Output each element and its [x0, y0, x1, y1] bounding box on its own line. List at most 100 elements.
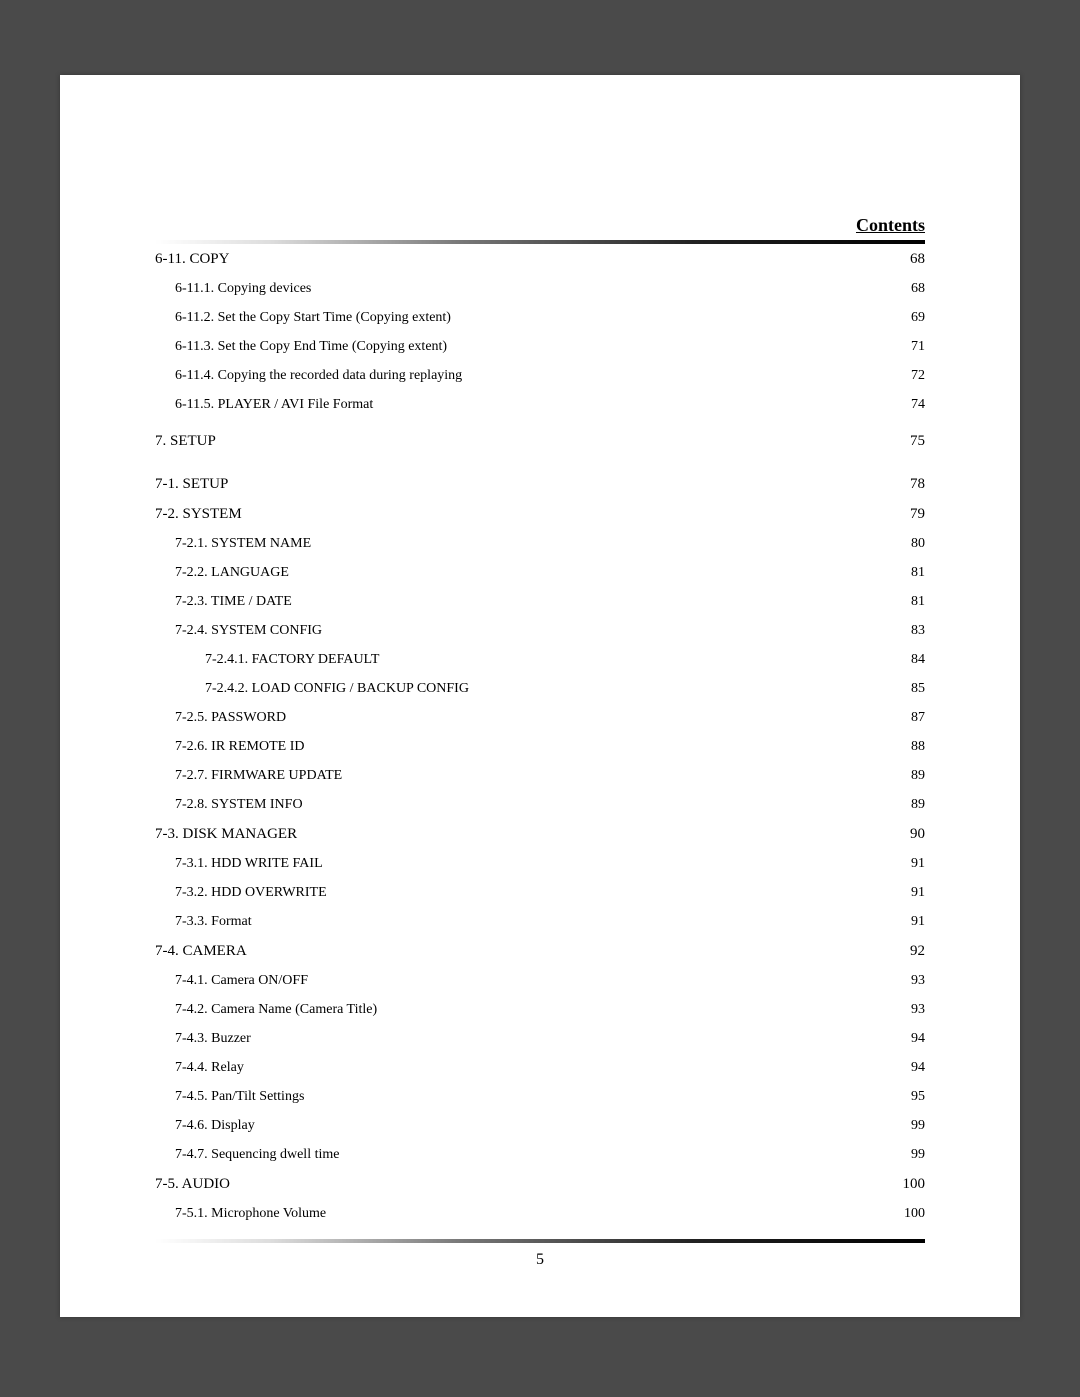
toc-entry-page: 90 [910, 826, 925, 843]
toc-entry-page: 68 [910, 251, 925, 268]
toc-entry: 7-2.7. FIRMWARE UPDATE 89 [175, 768, 925, 784]
toc-entry: 6-11.5. PLAYER / AVI File Format 74 [175, 397, 925, 413]
toc-entry: 7-2.4.1. FACTORY DEFAULT 84 [205, 652, 925, 668]
toc-entry: 7-4.2. Camera Name (Camera Title) 93 [175, 1002, 925, 1018]
toc-entry-title: 7-4.4. Relay [175, 1060, 244, 1076]
toc-entry-title: 7-4.7. Sequencing dwell time [175, 1147, 339, 1163]
toc-entry: 7-2.6. IR REMOTE ID 88 [175, 739, 925, 755]
toc-entry: 7-2.2. LANGUAGE 81 [175, 565, 925, 581]
document-page: Contents 6-11. COPY 68 6-11.1. Copying dev… [60, 75, 1020, 1317]
toc-entry: 7-2. SYSTEM79 [155, 506, 925, 523]
toc-entry: 7-3.3. Format91 [175, 914, 925, 930]
toc-entry: 7-4.5. Pan/Tilt Settings 95 [175, 1089, 925, 1105]
toc-entry-title: 7-3.3. Format [175, 914, 252, 930]
page-footer: 5 [155, 1239, 925, 1269]
toc-entry-title: 7-2.4. SYSTEM CONFIG [175, 623, 322, 639]
toc-entry-title: 7-4.6. Display [175, 1118, 255, 1134]
toc-entry-page: 79 [910, 506, 925, 523]
toc-entry-title: 7-4.5. Pan/Tilt Settings [175, 1089, 304, 1105]
toc-entry-page: 95 [911, 1089, 925, 1105]
toc-entry-title: 7-4.1. Camera ON/OFF [175, 973, 308, 989]
toc-entry: 7-2.4. SYSTEM CONFIG 83 [175, 623, 925, 639]
toc-entry-title: 7-2.2. LANGUAGE [175, 565, 289, 581]
toc-entry-title: 7-4.3. Buzzer [175, 1031, 251, 1047]
toc-entry-page: 100 [904, 1206, 925, 1222]
toc-entry: 7-4.7. Sequencing dwell time 99 [175, 1147, 925, 1163]
toc-entry-page: 87 [911, 710, 925, 726]
toc-entry-title: 7-2.1. SYSTEM NAME [175, 536, 311, 552]
toc-entry: 7-2.5. PASSWORD 87 [175, 710, 925, 726]
toc-entry-title: 6-11. COPY [155, 251, 229, 268]
toc-entry-title: 7-1. SETUP [155, 476, 228, 493]
toc-entry-page: 72 [911, 368, 925, 384]
toc-entry-title: 6-11.1. Copying devices [175, 281, 311, 297]
toc-entry: 7-2.4.2. LOAD CONFIG / BACKUP CONFIG 85 [205, 681, 925, 697]
toc-entry-title: 6-11.3. Set the Copy End Time (Copying e… [175, 339, 447, 355]
toc-entry-page: 100 [903, 1176, 926, 1193]
toc-entry-page: 69 [911, 310, 925, 326]
toc-entry-page: 85 [911, 681, 925, 697]
toc-entry-page: 93 [911, 973, 925, 989]
toc-entry: 7-2.8. SYSTEM INFO 89 [175, 797, 925, 813]
toc-entry-title: 7-3.2. HDD OVERWRITE [175, 885, 327, 901]
toc-entry-page: 75 [910, 433, 925, 450]
footer-rule [155, 1239, 925, 1243]
header-rule [155, 240, 925, 244]
toc-entry-title: 7-2.7. FIRMWARE UPDATE [175, 768, 342, 784]
toc-entry-page: 74 [911, 397, 925, 413]
toc-entry: 7-2.1. SYSTEM NAME 80 [175, 536, 925, 552]
toc-entry: 7-4.1. Camera ON/OFF 93 [175, 973, 925, 989]
toc-entry-page: 94 [911, 1031, 925, 1047]
toc-entry-title: 7-2.4.1. FACTORY DEFAULT [205, 652, 379, 668]
toc-entry: 7-4.6. Display 99 [175, 1118, 925, 1134]
toc-entry-page: 78 [910, 476, 925, 493]
toc-entry-page: 81 [911, 594, 925, 610]
toc-entry: 7-5.1. Microphone Volume 100 [175, 1206, 925, 1222]
toc-entry-title: 7-3. DISK MANAGER [155, 826, 297, 843]
toc-entry-page: 89 [911, 797, 925, 813]
toc-entry-title: 7-2.6. IR REMOTE ID [175, 739, 305, 755]
toc-entry-page: 93 [911, 1002, 925, 1018]
toc-entry-page: 83 [911, 623, 925, 639]
toc-entry-page: 91 [911, 885, 925, 901]
toc-entry-page: 99 [911, 1118, 925, 1134]
toc-entry-page: 80 [911, 536, 925, 552]
toc-entry-page: 84 [911, 652, 925, 668]
toc-entry-title: 7-2.4.2. LOAD CONFIG / BACKUP CONFIG [205, 681, 469, 697]
toc-entry-title: 7-5. AUDIO [155, 1176, 230, 1193]
table-of-contents: 6-11. COPY686-11.1. Copying devices686-1… [155, 251, 925, 1187]
toc-entry-title: 7-5.1. Microphone Volume [175, 1206, 326, 1222]
toc-entry: 7-4. CAMERA 92 [155, 943, 925, 960]
toc-entry: 7-3.2. HDD OVERWRITE 91 [175, 885, 925, 901]
toc-entry: 7-3. DISK MANAGER 90 [155, 826, 925, 843]
toc-entry: 7-3.1. HDD WRITE FAIL91 [175, 856, 925, 872]
toc-entry: 7-2.3. TIME / DATE81 [175, 594, 925, 610]
toc-entry: 7-1. SETUP 78 [155, 476, 925, 493]
toc-entry-title: 7-4. CAMERA [155, 943, 247, 960]
toc-entry-page: 68 [911, 281, 925, 297]
toc-entry: 6-11. COPY 68 [155, 251, 925, 268]
toc-entry-title: 7-4.2. Camera Name (Camera Title) [175, 1002, 377, 1018]
toc-entry-page: 94 [911, 1060, 925, 1076]
toc-entry-page: 88 [911, 739, 925, 755]
toc-entry-page: 99 [911, 1147, 925, 1163]
toc-entry-title: 6-11.2. Set the Copy Start Time (Copying… [175, 310, 451, 326]
toc-entry-title: 7-3.1. HDD WRITE FAIL [175, 856, 323, 872]
toc-entry: 7-5. AUDIO 100 [155, 1176, 925, 1193]
toc-entry: 6-11.4. Copying the recorded data during… [175, 368, 925, 384]
toc-entry-page: 81 [911, 565, 925, 581]
toc-entry-title: 7-2.5. PASSWORD [175, 710, 286, 726]
toc-entry: 6-11.2. Set the Copy Start Time (Copying… [175, 310, 925, 326]
toc-entry: 7. SETUP 75 [155, 433, 925, 450]
toc-entry-title: 6-11.5. PLAYER / AVI File Format [175, 397, 373, 413]
toc-entry: 7-4.4. Relay 94 [175, 1060, 925, 1076]
toc-entry-page: 89 [911, 768, 925, 784]
toc-entry-page: 92 [910, 943, 925, 960]
header-title: Contents [155, 215, 925, 238]
page-number: 5 [155, 1251, 925, 1269]
toc-entry-page: 71 [911, 339, 925, 355]
toc-entry-title: 7. SETUP [155, 433, 216, 450]
toc-entry: 7-4.3. Buzzer 94 [175, 1031, 925, 1047]
toc-entry-title: 7-2.8. SYSTEM INFO [175, 797, 303, 813]
page-header: Contents [155, 215, 925, 244]
